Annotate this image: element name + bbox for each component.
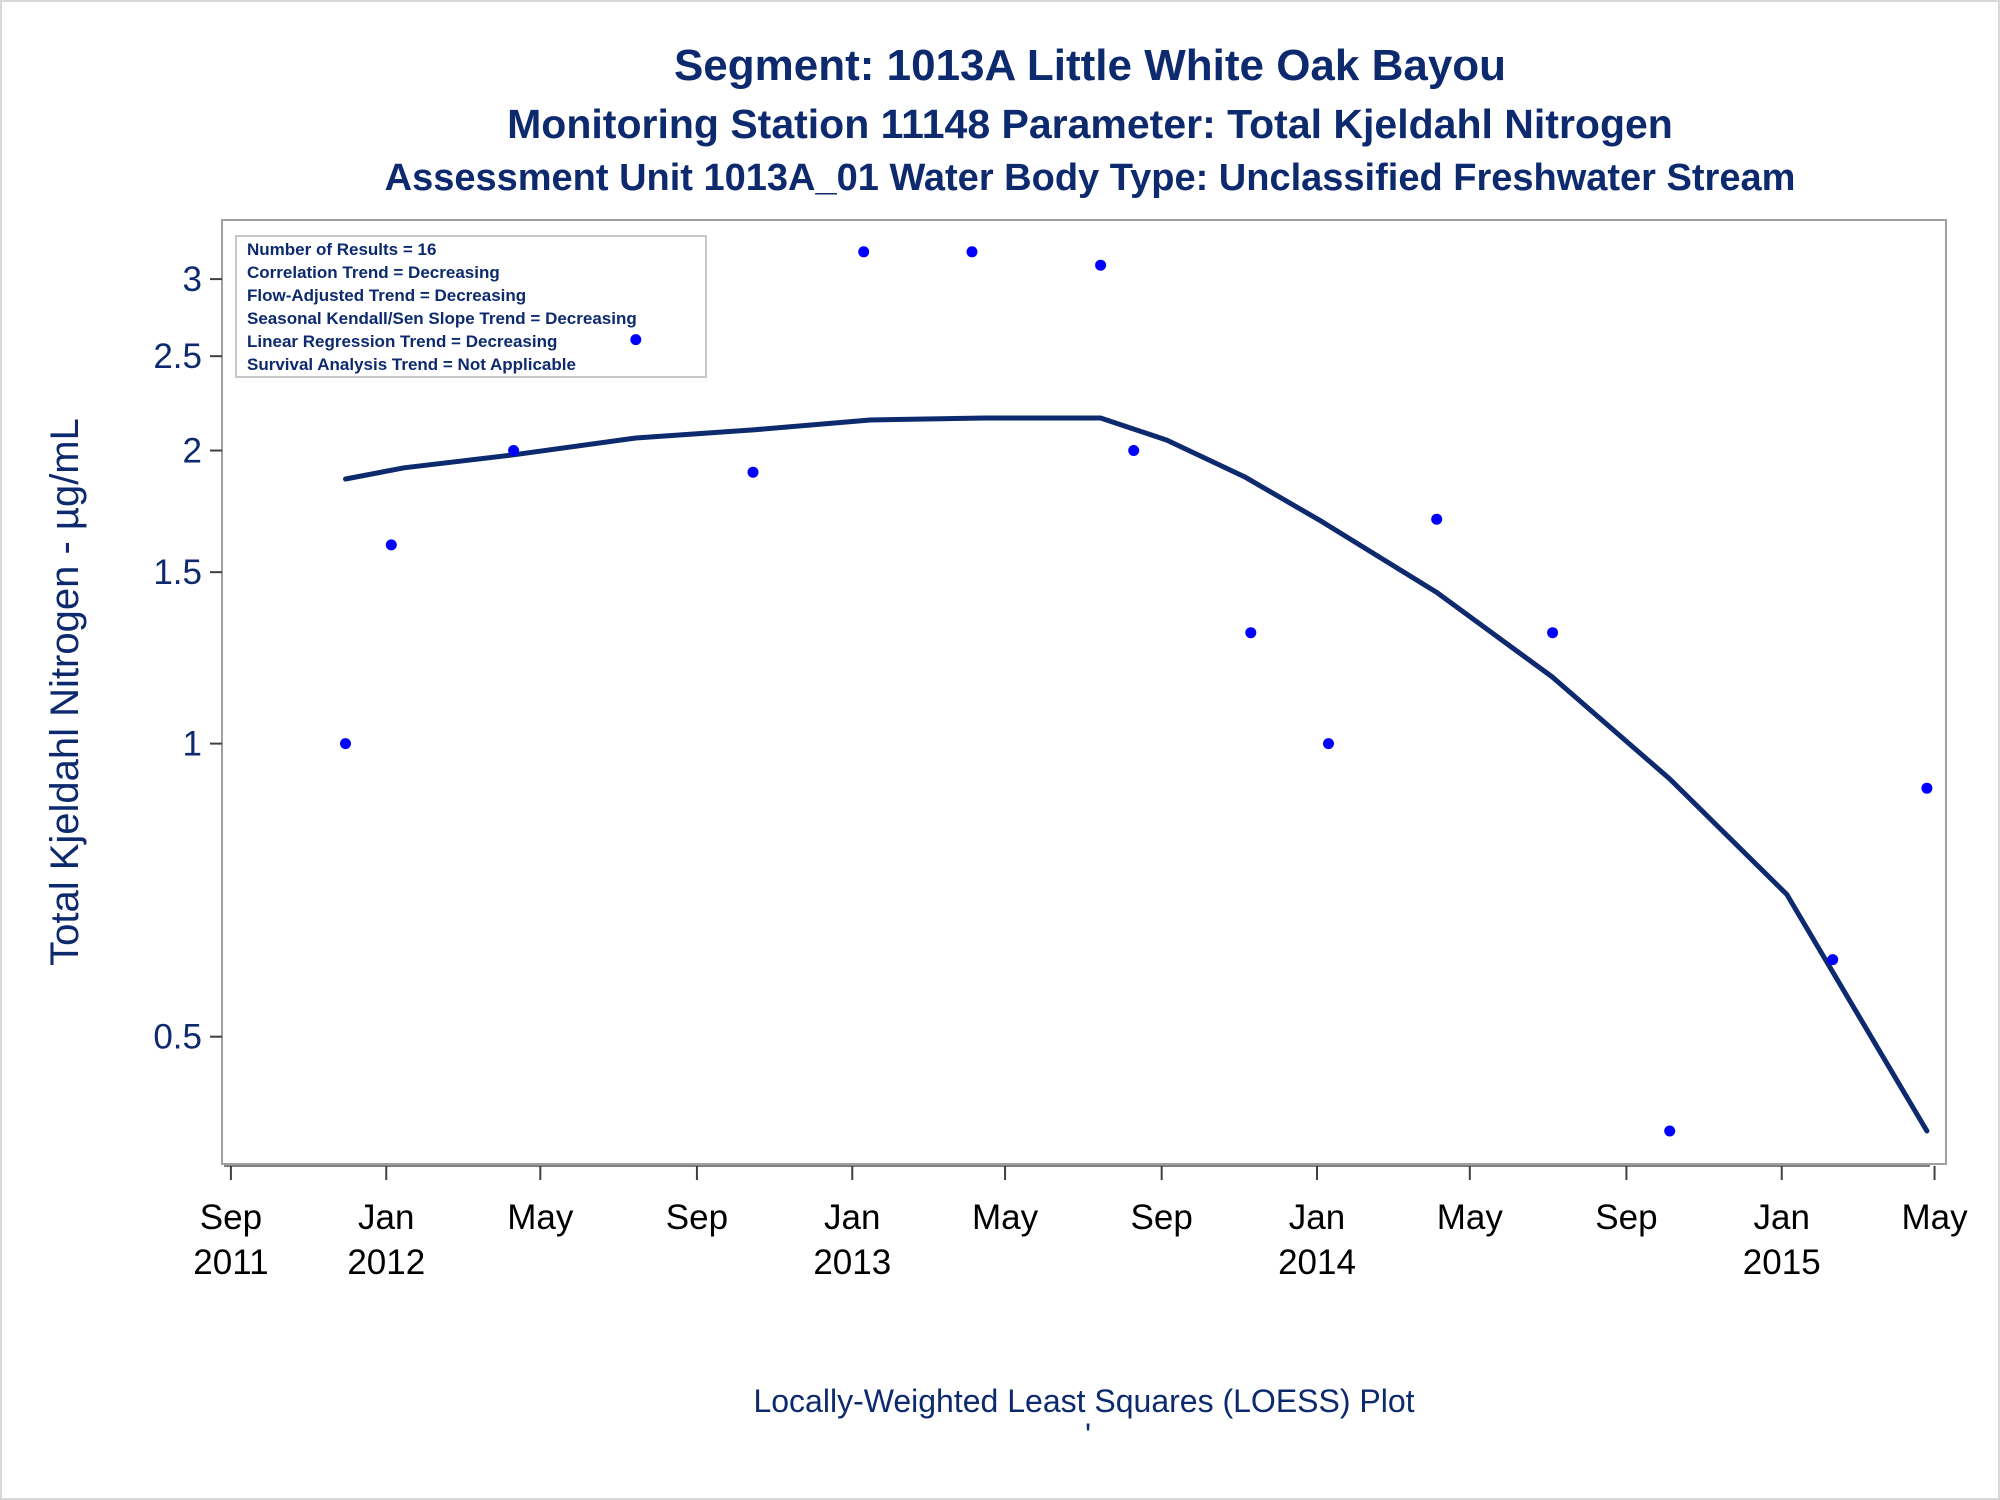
data-point (1128, 445, 1140, 456)
x-tick-month-label: May (507, 1198, 574, 1237)
chart-subtitle: Monitoring Station 11148 Parameter: Tota… (507, 101, 1673, 147)
footnote-mark: ' (1085, 1417, 1091, 1453)
loess-trend-line (343, 415, 1930, 1134)
y-axis-label: Total Kjeldahl Nitrogen - µg/mL (43, 418, 87, 966)
x-tick-month-label: Jan (824, 1198, 880, 1237)
y-tick-label: 2 (183, 432, 202, 471)
chart-title: Segment: 1013A Little White Oak Bayou (674, 41, 1506, 90)
series-layer (340, 246, 1933, 1137)
x-tick-month-label: Jan (1289, 1198, 1345, 1237)
data-point (747, 466, 759, 478)
footnote: Locally-Weighted Least Squares (LOESS) P… (753, 1383, 1414, 1419)
stats-linear-regression-trend: Linear Regression Trend = Decreasing (247, 332, 557, 351)
x-tick-month-label: Sep (200, 1198, 262, 1237)
stats-correlation-trend: Correlation Trend = Decreasing (247, 263, 500, 282)
y-axis: 3 2.5 2 1.5 1 0.5 (153, 260, 222, 1057)
data-point (1664, 1125, 1676, 1137)
stats-inset: Number of Results = 16 Correlation Trend… (235, 235, 707, 378)
stats-flow-adjusted-trend: Flow-Adjusted Trend = Decreasing (247, 286, 526, 305)
x-axis: Sep 2011 Jan 2012 May Sep Jan 2013 May Sep Jan 2014… (193, 1165, 1968, 1282)
x-tick-year-label: 2014 (1278, 1243, 1356, 1282)
data-point (630, 334, 642, 346)
stats-number-of-results: Number of Results = 16 (247, 240, 436, 259)
stats-seasonal-kendall-trend: Seasonal Kendall/Sen Slope Trend = Decre… (247, 309, 637, 328)
x-tick-month-label: Jan (1754, 1198, 1810, 1237)
y-tick-label: 0.5 (153, 1018, 202, 1057)
chart-subtitle-2: Assessment Unit 1013A_01 Water Body Type… (385, 157, 1796, 199)
x-tick-year-label: 2013 (813, 1243, 891, 1282)
data-point (385, 539, 397, 551)
y-tick-label: 3 (183, 260, 202, 299)
data-point (966, 246, 978, 258)
x-tick-month-label: Sep (1595, 1198, 1657, 1237)
data-point (508, 445, 520, 456)
data-point (858, 246, 870, 258)
x-tick-month-label: Sep (1131, 1198, 1193, 1237)
x-tick-month-label: May (1437, 1198, 1504, 1237)
data-point (1921, 782, 1933, 794)
y-tick-label: 1 (183, 725, 202, 764)
stats-survival-analysis-trend: Survival Analysis Trend = Not Applicable (247, 355, 576, 374)
stats-inset-box (235, 235, 707, 378)
y-tick-label: 2.5 (153, 337, 202, 376)
plot-area (221, 219, 1947, 1165)
x-tick-month-label: May (972, 1198, 1039, 1237)
y-tick-label: 1.5 (153, 553, 202, 592)
x-tick-month-label: Sep (666, 1198, 728, 1237)
data-point (1245, 627, 1257, 639)
data-point (1095, 259, 1107, 271)
x-tick-month-label: Jan (358, 1198, 414, 1237)
x-tick-year-label: 2012 (347, 1243, 425, 1282)
data-point (1547, 627, 1559, 639)
x-tick-year-label: 2011 (193, 1243, 268, 1282)
x-tick-month-label: May (1901, 1198, 1968, 1237)
x-tick-year-label: 2015 (1743, 1243, 1821, 1282)
data-point (340, 738, 351, 750)
data-point (1323, 738, 1334, 750)
data-point (1431, 513, 1443, 525)
data-point (1827, 954, 1839, 966)
